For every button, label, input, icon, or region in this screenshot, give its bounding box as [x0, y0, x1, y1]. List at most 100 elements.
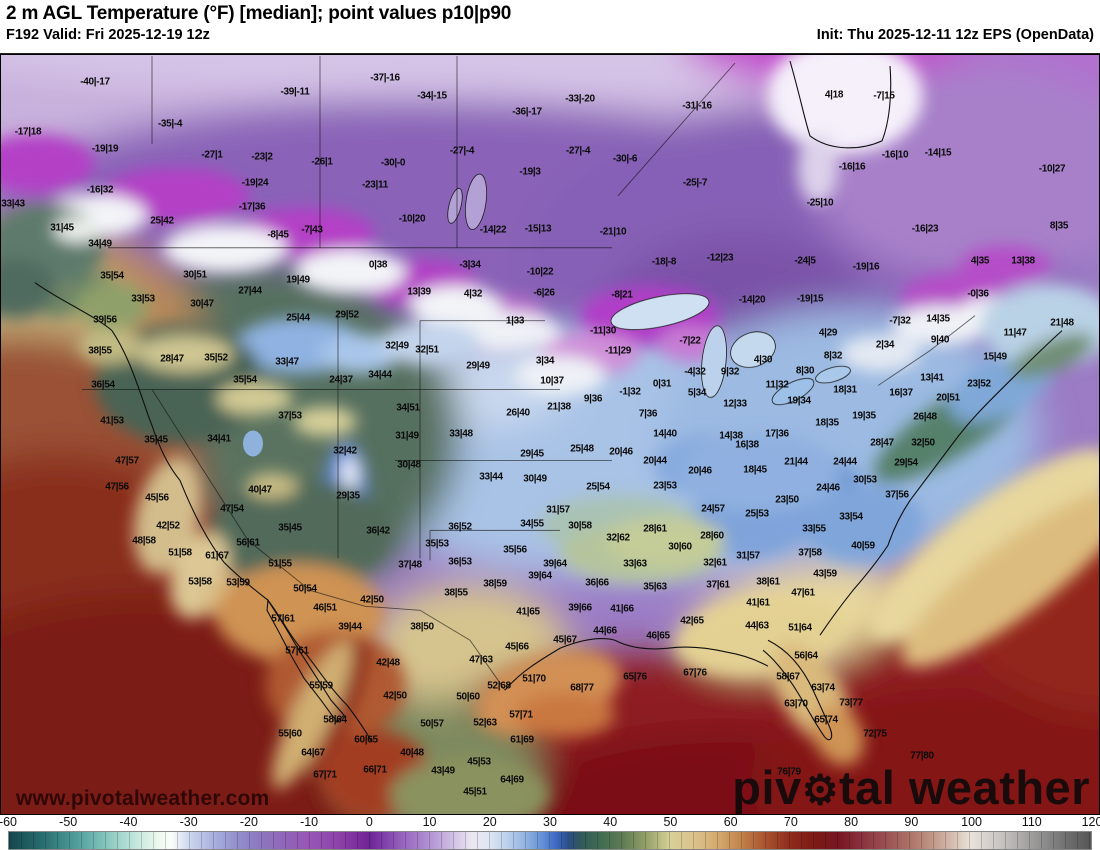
point-value: -37|-16: [370, 72, 400, 84]
point-value: -19|16: [852, 261, 880, 273]
point-value: -4|32: [684, 366, 706, 378]
point-value: 30|47: [190, 298, 214, 310]
point-value: 51|70: [522, 673, 546, 685]
point-value: -11|30: [589, 325, 617, 337]
point-value: 35|45: [278, 522, 302, 534]
colorbar-tick-label: 10: [422, 815, 437, 829]
point-value: 48|58: [132, 535, 156, 547]
colorbar-ticks: -60 -50 -40 -30 -20 -10 0 10 20 30 40 50 60 70 80 90 100…: [0, 815, 1100, 829]
point-value: 53|59: [226, 577, 250, 589]
point-value: -27|-4: [449, 145, 475, 157]
point-value: 28|47: [870, 437, 894, 449]
point-value: 61|69: [510, 734, 534, 746]
point-value: 34|44: [368, 369, 392, 381]
colorbar-tick-label: 90: [904, 815, 919, 829]
point-value: 28|47: [160, 353, 184, 365]
point-value: -7|43: [301, 224, 323, 236]
point-value: 20|46: [688, 465, 712, 477]
point-value: 2|34: [875, 339, 895, 351]
point-value: 39|44: [338, 621, 362, 633]
point-value: 40|48: [400, 747, 424, 759]
point-value: -19|19: [91, 143, 119, 155]
point-value: 18|45: [743, 464, 767, 476]
point-value: -3|34: [459, 259, 481, 271]
point-value: -23|11: [361, 179, 389, 191]
point-value: -12|23: [706, 252, 734, 264]
point-value: 41|61: [746, 597, 770, 609]
point-value: 55|59: [309, 680, 333, 692]
point-value: 19|34: [787, 395, 811, 407]
point-value: 36|54: [91, 379, 115, 391]
point-value: 8|32: [823, 350, 843, 362]
point-value: 32|50: [911, 437, 935, 449]
colorbar-tick-label: -20: [239, 815, 258, 829]
point-value: -26|1: [311, 156, 333, 168]
point-value: 63|74: [811, 682, 835, 694]
point-value: 35|54: [100, 270, 124, 282]
colorbar-tick-label: -30: [179, 815, 198, 829]
point-value: -15|13: [524, 223, 552, 235]
point-value: 65|76: [623, 671, 647, 683]
point-value: 7|36: [638, 408, 658, 420]
point-value: 37|53: [278, 410, 302, 422]
colorbar-tick-label: 60: [723, 815, 738, 829]
point-value: 11|47: [1003, 327, 1027, 339]
point-value: -40|-17: [80, 76, 110, 88]
point-value: 41|53: [100, 415, 124, 427]
point-value: 24|37: [329, 374, 353, 386]
point-value: -24|5: [794, 255, 816, 267]
point-value: -39|-11: [280, 86, 310, 98]
point-value: 42|48: [376, 657, 400, 669]
point-value: 55|60: [278, 728, 302, 740]
point-value: 65|74: [814, 714, 838, 726]
colorbar-tick-label: -40: [119, 815, 138, 829]
point-value: 47|63: [469, 654, 493, 666]
point-value: 57|71: [509, 709, 533, 721]
colorbar-strip: [8, 831, 1092, 850]
point-value: 60|65: [354, 734, 378, 746]
point-value: 39|64: [528, 570, 552, 582]
point-value: 63|70: [784, 698, 808, 710]
point-value: 67|71: [313, 769, 337, 781]
colorbar: -60 -50 -40 -30 -20 -10 0 10 20 30 40 50 60 70 80 90 100…: [0, 815, 1100, 850]
point-value: -19|15: [796, 293, 824, 305]
point-value: 41|65: [516, 606, 540, 618]
point-value: 34|49: [88, 238, 112, 250]
point-value: -35|-4: [157, 118, 183, 130]
point-value: 53|58: [188, 576, 212, 588]
point-value: -11|29: [604, 345, 632, 357]
point-value: 34|51: [396, 402, 420, 414]
point-value: 25|42: [150, 215, 174, 227]
lakes: [243, 173, 851, 457]
point-value: 30|58: [568, 520, 592, 532]
point-value: 35|54: [233, 374, 257, 386]
point-value: 43|49: [431, 765, 455, 777]
point-value: 44|63: [745, 620, 769, 632]
point-value: -25|-7: [682, 177, 708, 189]
point-value: 51|64: [788, 622, 812, 634]
point-value: 47|54: [220, 503, 244, 515]
point-value: 52|63: [473, 717, 497, 729]
point-value: 24|46: [816, 482, 840, 494]
point-value: -16|16: [838, 161, 866, 173]
point-value: 45|67: [553, 634, 577, 646]
colorbar-tick-label: -60: [0, 815, 18, 829]
point-value: 43|59: [813, 568, 837, 580]
point-value: 38|50: [410, 621, 434, 633]
point-value: 33|43: [1, 198, 25, 210]
point-value: 31|45: [50, 222, 74, 234]
point-value: 29|45: [520, 448, 544, 460]
point-value: 38|59: [483, 578, 507, 590]
point-value: 27|44: [238, 285, 262, 297]
point-value: 8|35: [1049, 220, 1069, 232]
pivotal-weather-logo: piv⚙tal weather: [732, 763, 1090, 815]
point-value: -14|20: [738, 294, 766, 306]
point-value: 28|61: [643, 523, 667, 535]
point-value: 45|66: [505, 641, 529, 653]
point-value: 41|66: [610, 603, 634, 615]
point-value: 76|79: [777, 766, 801, 778]
point-value: 9|32: [720, 366, 740, 378]
point-value: 20|51: [936, 392, 960, 404]
point-value: 45|53: [467, 756, 491, 768]
colorbar-tick-label: 40: [603, 815, 618, 829]
